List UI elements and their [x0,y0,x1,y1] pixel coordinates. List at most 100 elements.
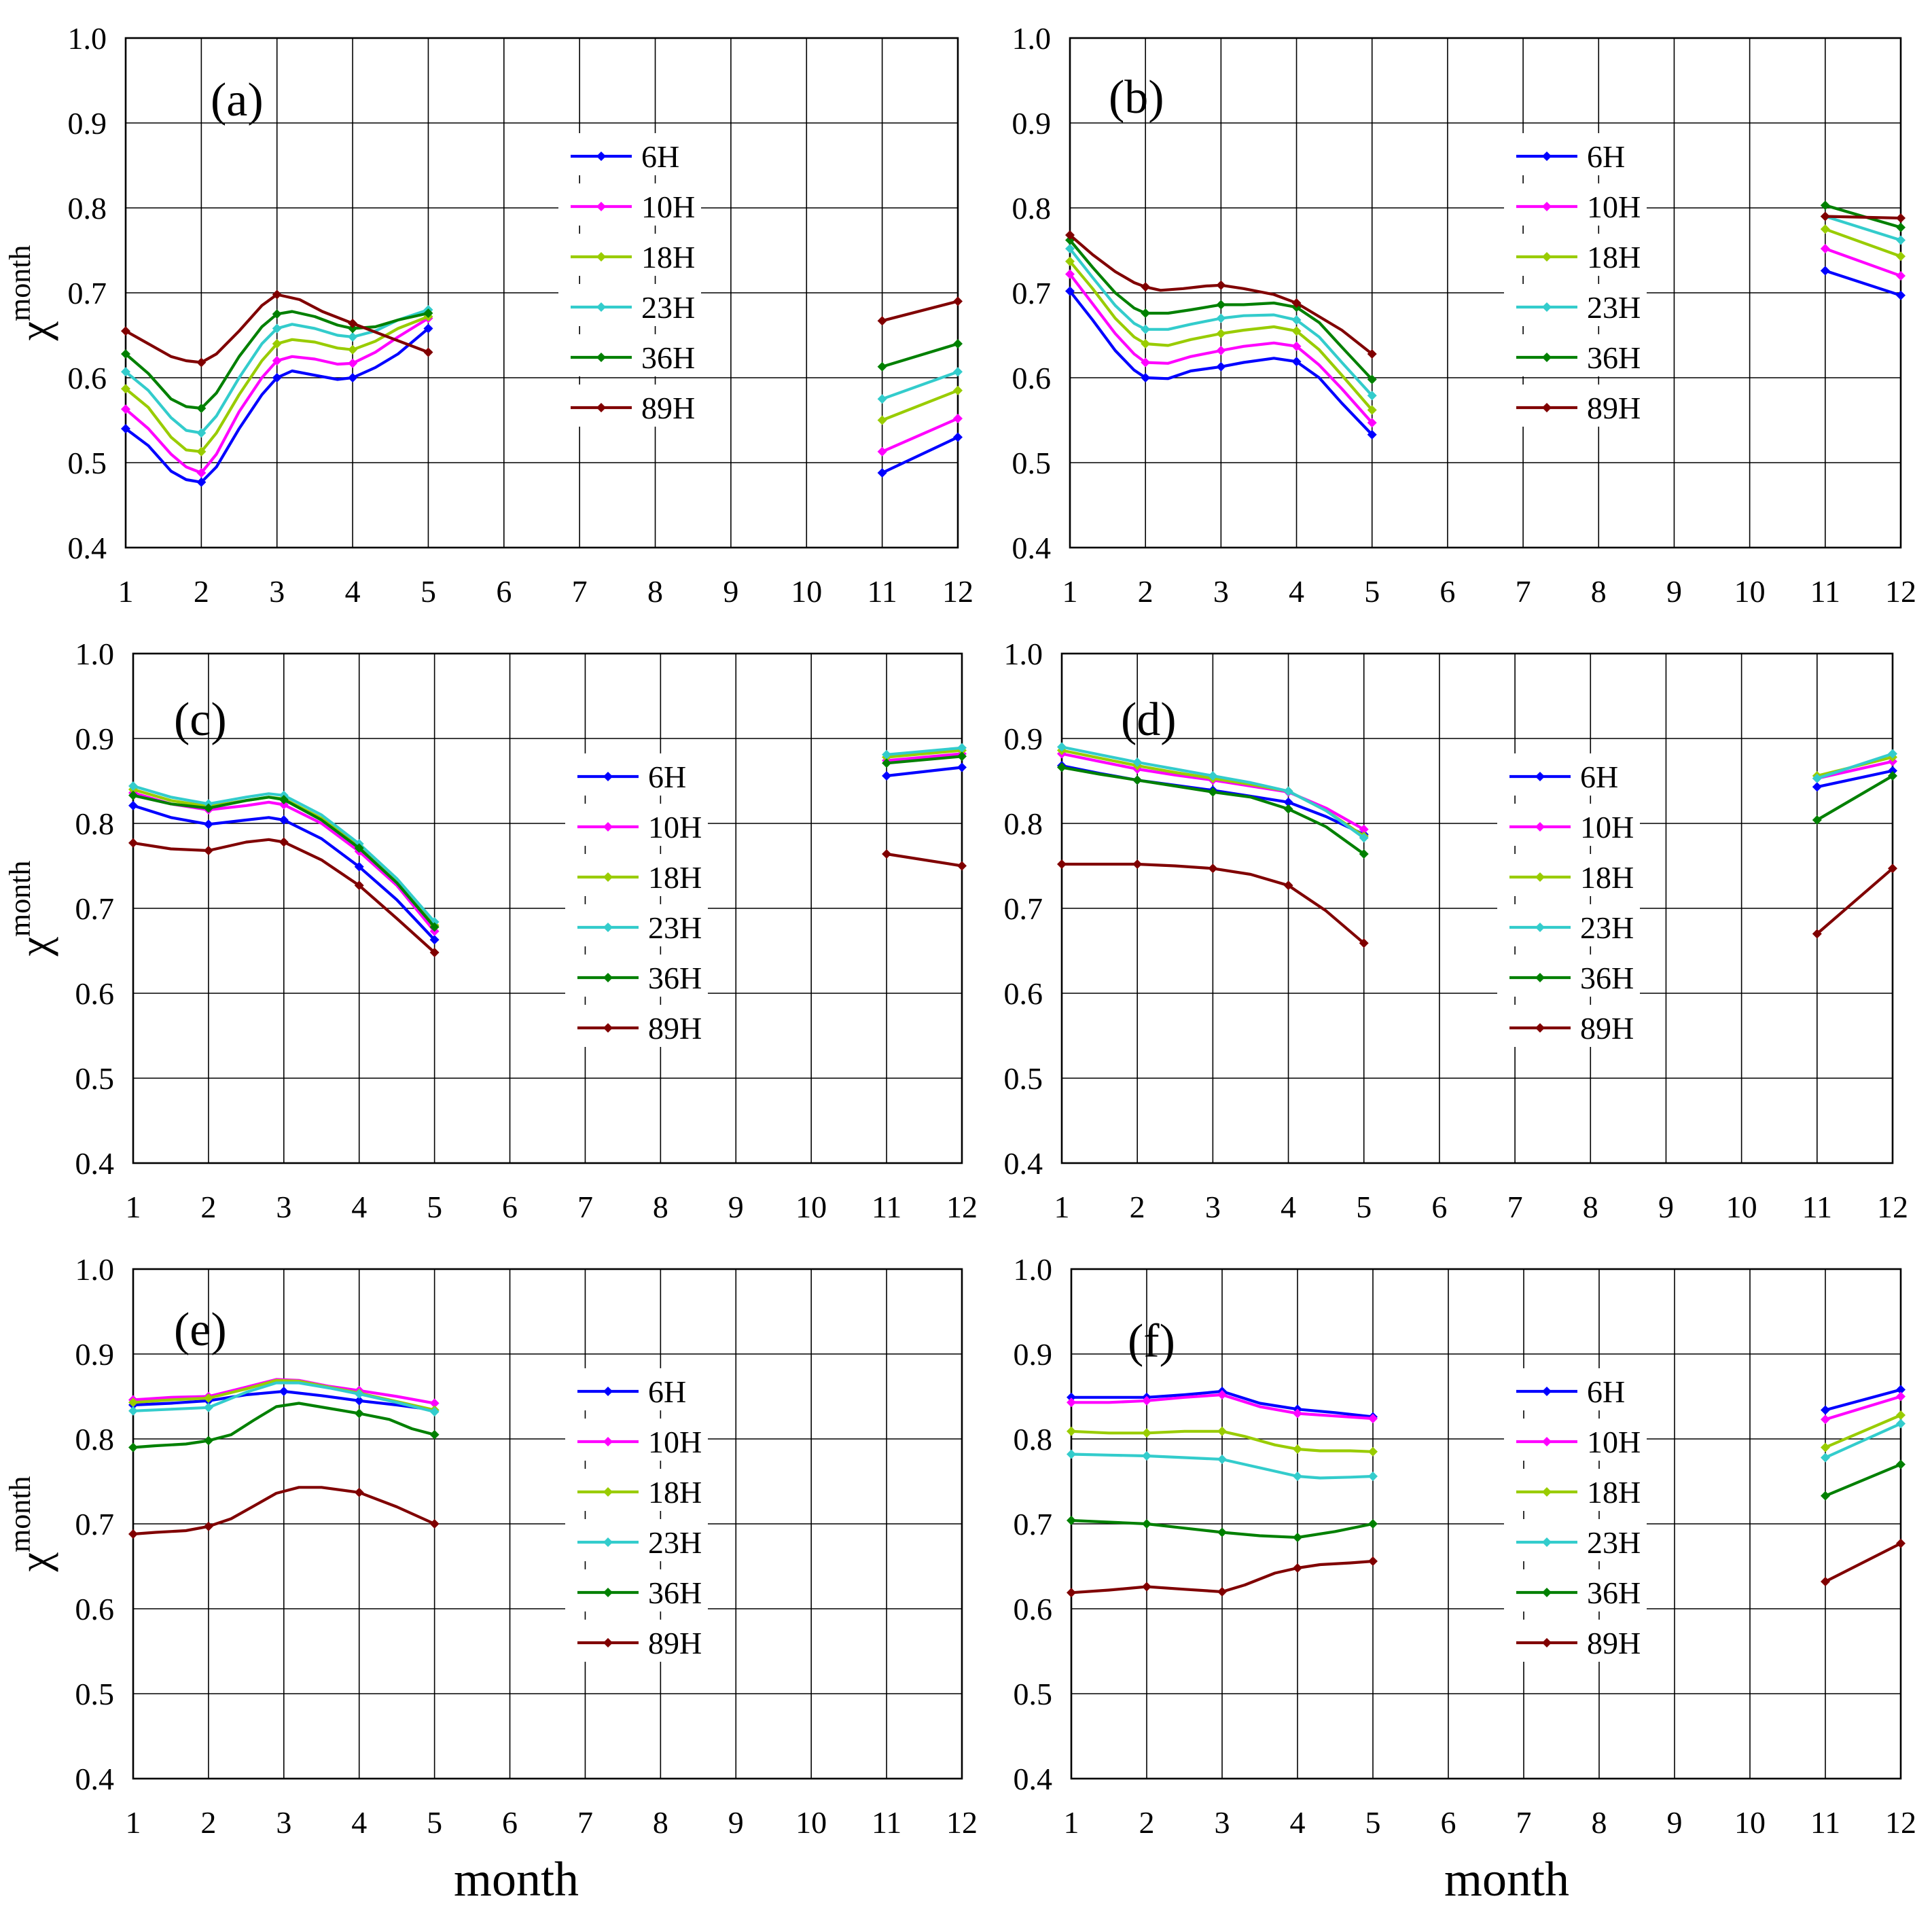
y-tick-label: 0.5 [75,1677,115,1711]
data-point [1216,329,1226,338]
series-line [1823,228,1903,258]
data-point [1217,1426,1227,1436]
series-line [1068,233,1374,356]
series-line [131,804,436,942]
legend-item-bg [565,955,708,997]
data-point [348,344,358,355]
legend-label: 36H [1587,340,1641,375]
data-point [1067,1426,1076,1436]
data-point [128,1442,138,1453]
x-tick-label: 11 [1810,574,1840,609]
x-tick-label: 9 [723,574,738,609]
legend-marker [1542,403,1552,412]
data-point [203,846,213,855]
data-point [1821,1577,1830,1586]
data-point [196,428,207,438]
data-point [1359,849,1369,859]
data-point [882,749,892,760]
series-line [1815,769,1895,789]
series-line [1823,1395,1903,1421]
series-line [1823,269,1903,297]
data-point [1368,1556,1378,1566]
x-tick-label: 12 [1885,574,1916,609]
data-point [1067,1397,1076,1408]
legend-marker [603,1023,613,1033]
series-36H [1067,1459,1906,1542]
data-point [1367,405,1377,415]
data-point [1217,1455,1227,1464]
data-point [1896,1419,1906,1429]
data-point [354,1408,364,1419]
legend-item-bg [1504,234,1647,276]
series-line [880,300,960,323]
legend-item: 18H [1504,234,1647,276]
y-axis-label: χmonth [3,245,58,342]
data-point [348,323,358,334]
plot-frame [1060,652,1894,1164]
data-point [128,838,138,848]
legend-item: 6H [565,1368,708,1410]
x-tick-label: 6 [496,574,512,609]
y-tick-label: 0.5 [75,1061,115,1096]
x-tick-label: 10 [1734,1805,1766,1840]
data-point [1141,339,1151,349]
y-axis-symbol: χ [10,936,58,957]
legend-marker [603,872,613,882]
series-line [1069,1559,1375,1595]
x-tick-label: 4 [1290,1805,1306,1840]
series-23H [1057,742,1897,843]
x-tick-label: 3 [1213,574,1229,609]
data-point [121,424,130,433]
data-point [354,880,364,891]
data-point [1291,326,1302,336]
legend-marker [1542,202,1552,211]
legend-item-bg [1504,1469,1647,1511]
y-tick-label: 1.0 [1004,637,1043,671]
legend-marker [1535,822,1545,832]
data-point [1821,1414,1830,1425]
legend-item: 10H [565,1419,708,1461]
series-10H [121,313,963,478]
data-point [1896,1459,1906,1469]
y-tick-label: 0.7 [1014,1507,1053,1542]
data-point [1812,773,1822,783]
series-line [124,315,430,453]
data-point [1368,1519,1378,1529]
legend-marker [1535,772,1545,781]
legend-item-bg [565,1569,708,1611]
y-tick-label: 0.8 [1004,806,1043,841]
series-line [1823,215,1903,220]
legend-marker [603,772,613,781]
data-point [1821,1405,1830,1415]
legend-marker [596,202,606,211]
plot-frame [132,1268,963,1780]
data-point [877,415,887,425]
x-tick-label: 6 [502,1805,518,1840]
x-tick-label: 5 [421,574,436,609]
panels: 1 2 3 4 5 6 7 8 9 10 11 120.40.50.60.70.80.91.0χmon… [3,21,1916,1840]
series-23H [1065,211,1906,401]
series-line [124,327,430,484]
data-point [196,404,207,413]
legend-label: 89H [1587,1626,1641,1660]
data-point [1368,1414,1378,1423]
data-point [1216,361,1226,372]
y-tick-label: 0.8 [1014,1422,1053,1457]
data-point [1367,349,1377,359]
data-point [1896,251,1906,262]
data-point [1896,1391,1906,1402]
x-tick-label: 4 [351,1190,367,1224]
y-tick-label: 0.7 [1004,891,1043,926]
legend-item-bg [558,183,701,226]
data-point [1367,418,1377,428]
legend-label: 89H [648,1011,702,1046]
data-point [429,922,440,932]
x-tick-label: 12 [942,574,973,609]
x-tick-label: 6 [1439,574,1455,609]
legend-marker [603,923,613,932]
legend-item: 89H [1497,1005,1640,1047]
series-line [1823,1463,1903,1497]
data-point [953,414,963,423]
data-point [1067,1449,1076,1459]
